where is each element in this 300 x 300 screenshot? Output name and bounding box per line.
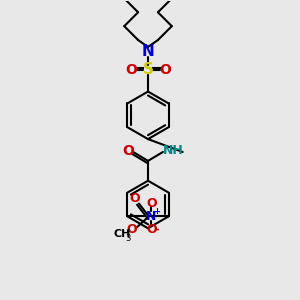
Text: O: O (146, 223, 157, 236)
Text: +: + (153, 207, 160, 216)
Text: O: O (130, 192, 140, 205)
Text: S: S (142, 62, 154, 77)
Text: O: O (125, 63, 137, 77)
Text: N: N (142, 44, 154, 59)
Text: CH: CH (113, 229, 131, 239)
Text: O: O (122, 144, 134, 158)
Text: O: O (146, 197, 157, 210)
Text: O: O (127, 223, 137, 236)
Text: N: N (146, 210, 156, 223)
Text: NH: NH (162, 145, 183, 158)
Text: O: O (159, 63, 171, 77)
Text: -: - (155, 224, 160, 234)
Text: 3: 3 (125, 234, 131, 243)
